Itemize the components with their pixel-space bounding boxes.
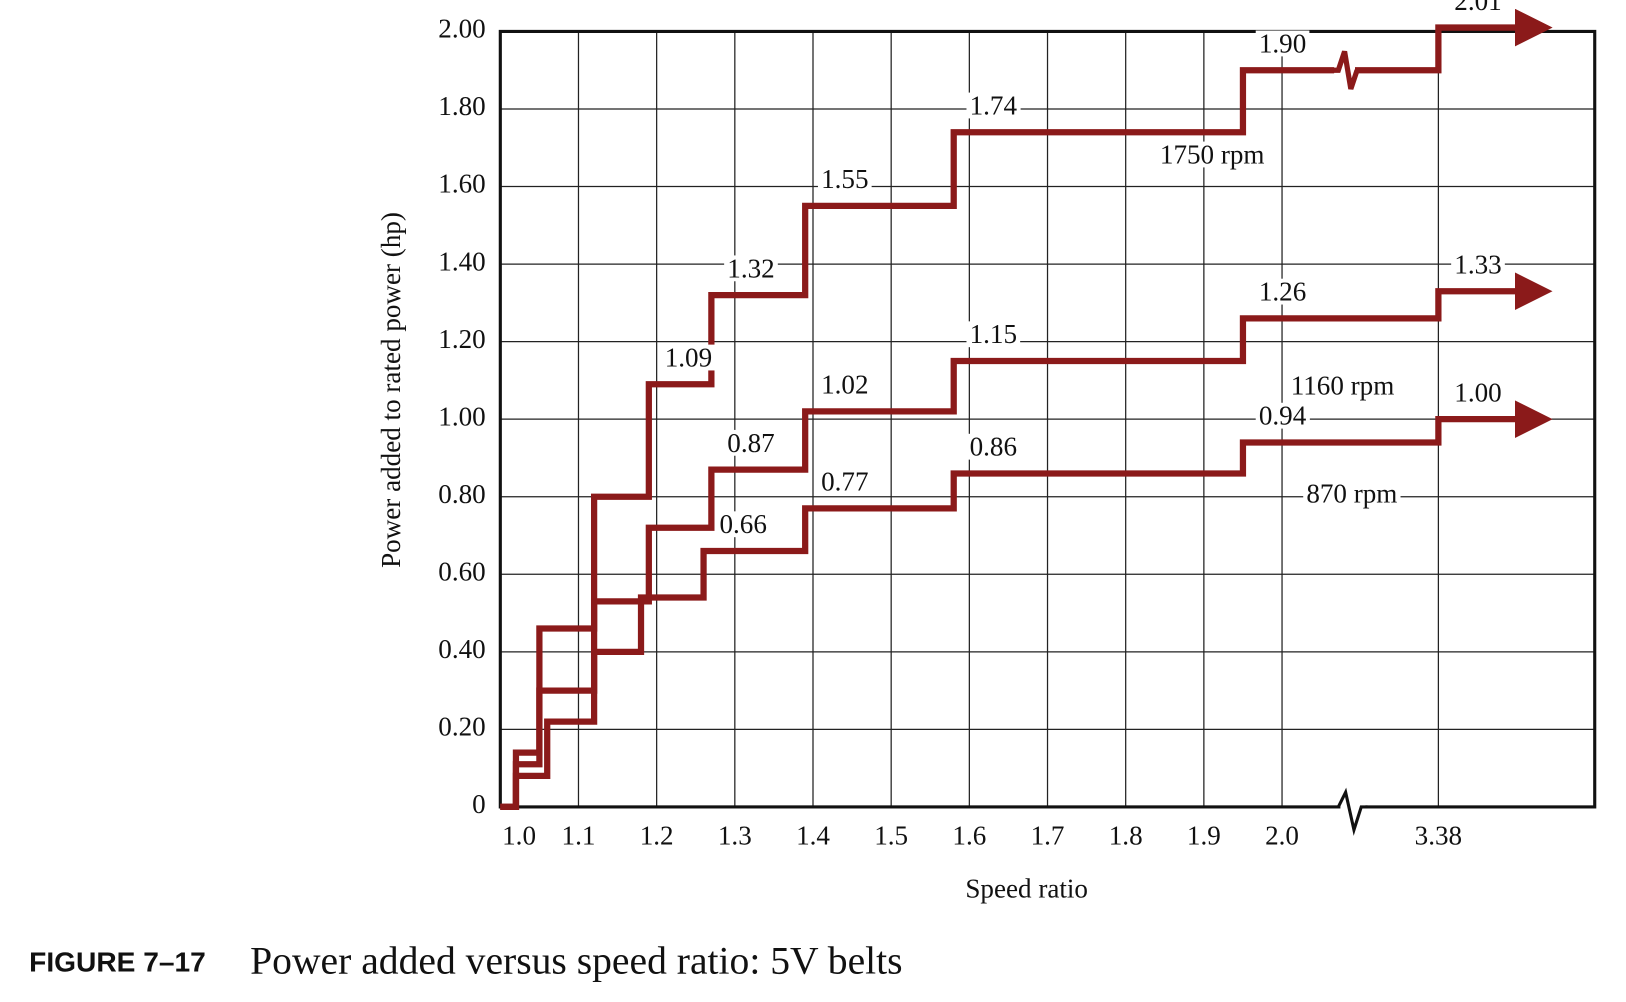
label-bg [817, 468, 872, 495]
y-tick-label: 0.40 [438, 634, 485, 664]
label-bg [966, 433, 1021, 460]
x-tick-label: 1.0 [502, 820, 536, 850]
chart-title: Power added versus speed ratio: 5V belts [250, 938, 902, 982]
x-tick-label: 1.5 [874, 820, 908, 850]
label-bg [1451, 379, 1505, 406]
x-tick-label: 3.38 [1415, 820, 1462, 850]
data-label: 0.87 [727, 428, 774, 458]
data-label: 1.74 [970, 90, 1018, 120]
x-tick-label: 1.8 [1109, 820, 1143, 850]
line-break-gap [1334, 65, 1355, 76]
y-tick-label: 0.80 [438, 479, 485, 509]
data-label: 1.33 [1454, 249, 1501, 279]
label-bg [1451, 0, 1505, 14]
data-label: 1.90 [1259, 28, 1306, 58]
label-bg [1451, 251, 1505, 278]
y-tick-label: 0 [472, 789, 486, 819]
label-bg [966, 321, 1021, 348]
label-bg [1287, 372, 1398, 399]
label-bg [724, 429, 778, 456]
figure-label: FIGURE 7–17 [29, 947, 206, 978]
label-bg [1255, 30, 1310, 57]
y-tick-label: 1.60 [438, 169, 485, 199]
x-tick-label: 2.0 [1265, 820, 1299, 850]
data-label: 1.02 [821, 370, 868, 400]
label-bg [1156, 141, 1268, 168]
x-tick-label: 1.2 [640, 820, 674, 850]
x-tick-label: 1.6 [952, 820, 986, 850]
x-tick-label: 1.9 [1187, 820, 1221, 850]
step-line [500, 272, 1553, 811]
label-bg [966, 92, 1021, 119]
label-bg [724, 255, 778, 282]
data-label: 1.09 [665, 343, 712, 373]
line-break [1332, 50, 1360, 90]
plot-frame [498, 29, 1597, 809]
data-label: 1.26 [1259, 277, 1306, 307]
y-tick-label: 1.00 [438, 401, 485, 431]
y-tick-label: 2.00 [438, 14, 485, 44]
data-label: 0.77 [821, 467, 868, 497]
data-label: 0.94 [1259, 401, 1307, 431]
label-bg [716, 511, 771, 538]
series-name: 1750 rpm [1160, 139, 1265, 169]
axis-break-gap [1340, 803, 1366, 811]
label-bg [1255, 402, 1310, 429]
data-label: 1.32 [727, 253, 774, 283]
data-label: 0.66 [719, 509, 766, 539]
y-tick-label: 1.20 [438, 324, 485, 354]
label-bg [1303, 480, 1401, 507]
x-axis-title: Speed ratio [965, 874, 1088, 904]
x-tick-label: 1.3 [718, 820, 752, 850]
label-bg [1255, 278, 1310, 305]
x-tick-label: 1.1 [562, 820, 596, 850]
data-label: 2.01 [1454, 0, 1501, 16]
data-label: 0.86 [970, 432, 1017, 462]
y-tick-label: 1.80 [438, 91, 485, 121]
data-label: 1.15 [970, 319, 1017, 349]
series-name: 1160 rpm [1291, 370, 1395, 400]
x-tick-label: 1.4 [796, 820, 830, 850]
y-axis-title: Power added to rated power (hp) [376, 212, 406, 568]
data-label: 1.00 [1454, 377, 1501, 407]
x-tick-label: 1.7 [1031, 820, 1065, 850]
label-bg [817, 371, 872, 398]
label-bg [817, 166, 872, 193]
label-bg [661, 344, 716, 371]
y-tick-label: 0.20 [438, 712, 485, 742]
step-line [500, 400, 1553, 811]
y-tick-label: 1.40 [438, 246, 485, 276]
axis-break [1336, 787, 1368, 836]
data-label: 1.55 [821, 164, 868, 194]
series-name: 870 rpm [1306, 479, 1397, 509]
y-tick-label: 0.60 [438, 556, 485, 586]
